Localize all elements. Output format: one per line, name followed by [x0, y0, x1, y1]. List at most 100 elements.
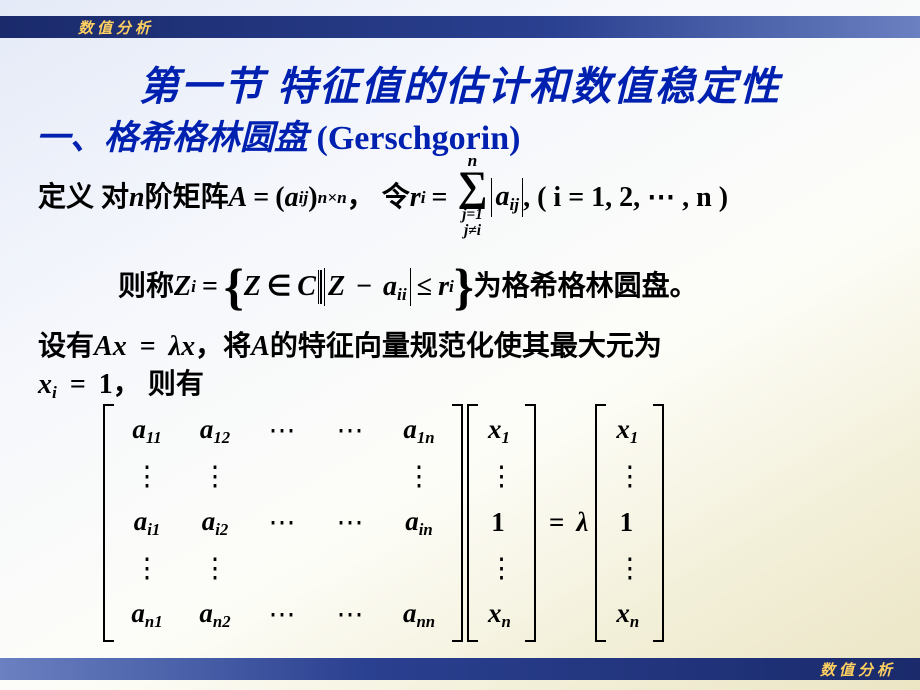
def-tail: 则称 [118, 268, 174, 306]
x1: x1 [488, 411, 510, 450]
p2-x2: x [181, 331, 195, 362]
content-area: 定义 对 n 阶矩阵 A = ( a ij ) n×n ， 令 r i = n … [38, 154, 888, 643]
xone: 1 [488, 504, 508, 540]
slide-subtitle: 一、格希格林圆盘 (Gerschgorin) [36, 110, 520, 159]
eq5: = [70, 369, 86, 400]
lparen1: ( [275, 179, 284, 217]
p2-lam: λ [169, 331, 181, 362]
sym-n: n [129, 179, 145, 217]
slide-title: 第一节 特征值的估计和数值稳定性 [0, 54, 920, 112]
xvd2: ⋮ [488, 550, 515, 586]
p2-one: 1 [99, 369, 113, 400]
xvd1: ⋮ [488, 458, 515, 494]
abs-a: a [495, 181, 509, 212]
sym-r: r [410, 179, 421, 217]
vd1: ⋮ [124, 458, 170, 494]
sum-bot: j=1 j≠i [462, 207, 483, 239]
ain: ain [396, 503, 442, 542]
matrix-equation: a11 a12 ⋯ ⋯ a1n ⋮ ⋮ ⋮ ai1 ai2 ⋯ [102, 403, 888, 643]
subtitle-en: (Gerschgorin) [317, 120, 521, 157]
vector-x2: x1 ⋮ 1 ⋮ xn [608, 404, 651, 642]
eq1: = [253, 179, 269, 217]
subtitle-cn: 一、格希格林圆盘 [36, 120, 308, 157]
bracket-A-right [450, 403, 464, 643]
xn: xn [488, 595, 511, 634]
x-r4: ⋮ [488, 546, 515, 592]
d5: ⋯ [260, 596, 306, 632]
a12: a12 [192, 411, 238, 450]
x-r2: ⋮ [488, 454, 515, 500]
A-row3: ai1 ai2 ⋯ ⋯ ain [124, 500, 442, 546]
eq4: = [140, 331, 156, 362]
p2c: 的特征向量规范化使其最大元为 [270, 331, 662, 362]
sub-nn: n×n [318, 186, 347, 209]
a1n: a1n [396, 411, 442, 450]
d4: ⋯ [328, 504, 374, 540]
header-label: 数值分析 [78, 17, 154, 38]
p2b: ，将 [195, 331, 251, 362]
x2-r3: 1 [616, 500, 643, 546]
vector-x: x1 ⋮ 1 ⋮ xn [480, 404, 523, 642]
abs-minus: − [356, 271, 372, 302]
p2-xi-x: x [38, 369, 52, 400]
d1: ⋯ [260, 412, 306, 448]
abs-a2: a [383, 271, 397, 302]
eq-matrix: = [549, 504, 564, 540]
set-divider [318, 270, 322, 304]
x2vd2: ⋮ [616, 550, 643, 586]
p2-xi-i: i [52, 383, 57, 402]
sym-a: a [285, 179, 299, 217]
sym-A: A [229, 179, 248, 217]
lambda: λ [576, 504, 588, 540]
x2-r4: ⋮ [616, 546, 643, 592]
rparen1: ) [308, 179, 317, 217]
x2-r5: xn [616, 592, 643, 638]
sum-bot1: j=1 [462, 206, 483, 223]
brace-left: { [224, 272, 244, 302]
x2-r1: x1 [616, 408, 643, 454]
set-Z: Z [244, 268, 261, 306]
x2one: 1 [616, 504, 636, 540]
paragraph-2: 设有Ax = λx，将A的特征向量规范化使其最大元为 xi = 1， 则有 [38, 328, 888, 404]
abs-ii: ii [397, 285, 407, 304]
matrix-A: a11 a12 ⋯ ⋯ a1n ⋮ ⋮ ⋮ ai1 ai2 ⋯ [116, 404, 450, 642]
range: , ( i = 1, 2, ⋯ , n ) [523, 179, 728, 217]
vd5: ⋮ [192, 550, 238, 586]
footer-label: 数值分析 [820, 659, 896, 680]
x2-r2: ⋮ [616, 454, 643, 500]
A-row2: ⋮ ⋮ ⋮ [124, 454, 442, 500]
sub-i: i [421, 186, 426, 209]
A-row5: an1 an2 ⋯ ⋯ ann [124, 592, 442, 638]
slide: 数值分析 第一节 特征值的估计和数值稳定性 一、格希格林圆盘 (Gerschgo… [0, 0, 920, 690]
vd2: ⋮ [192, 458, 238, 494]
header-bar: 数值分析 [0, 16, 920, 38]
set-C: C [297, 268, 316, 306]
A-row1: a11 a12 ⋯ ⋯ a1n [124, 408, 442, 454]
def-suffix: 为格希格林圆盘。 [474, 268, 698, 306]
set-r: r [438, 268, 449, 306]
ai1: ai1 [124, 503, 170, 542]
A-row4: ⋮ ⋮ [124, 546, 442, 592]
bracket-A-left [102, 403, 116, 643]
p2-x: x [113, 331, 127, 362]
abs-Zaii: Z − aii [324, 268, 411, 307]
abs-aij: aij [491, 178, 523, 217]
eq2: = [432, 179, 448, 217]
def-mid2: ， 令 [347, 179, 410, 217]
a11: a11 [124, 411, 170, 450]
abs-ij: ij [509, 196, 519, 215]
set-in: ∈ [267, 268, 291, 306]
d2: ⋯ [328, 412, 374, 448]
brace-right: } [454, 272, 474, 302]
p2-A2: A [251, 331, 270, 362]
vd4: ⋮ [124, 550, 170, 586]
d3: ⋯ [260, 504, 306, 540]
eq3: = [202, 268, 218, 306]
x-r3: 1 [488, 500, 515, 546]
set-le: ≤ [417, 268, 432, 306]
def-mid1: 阶矩阵 [145, 179, 229, 217]
d6: ⋯ [328, 596, 374, 632]
bracket-x-right [523, 403, 537, 643]
p2a: 设有 [38, 331, 94, 362]
bracket-x2-left [594, 403, 608, 643]
